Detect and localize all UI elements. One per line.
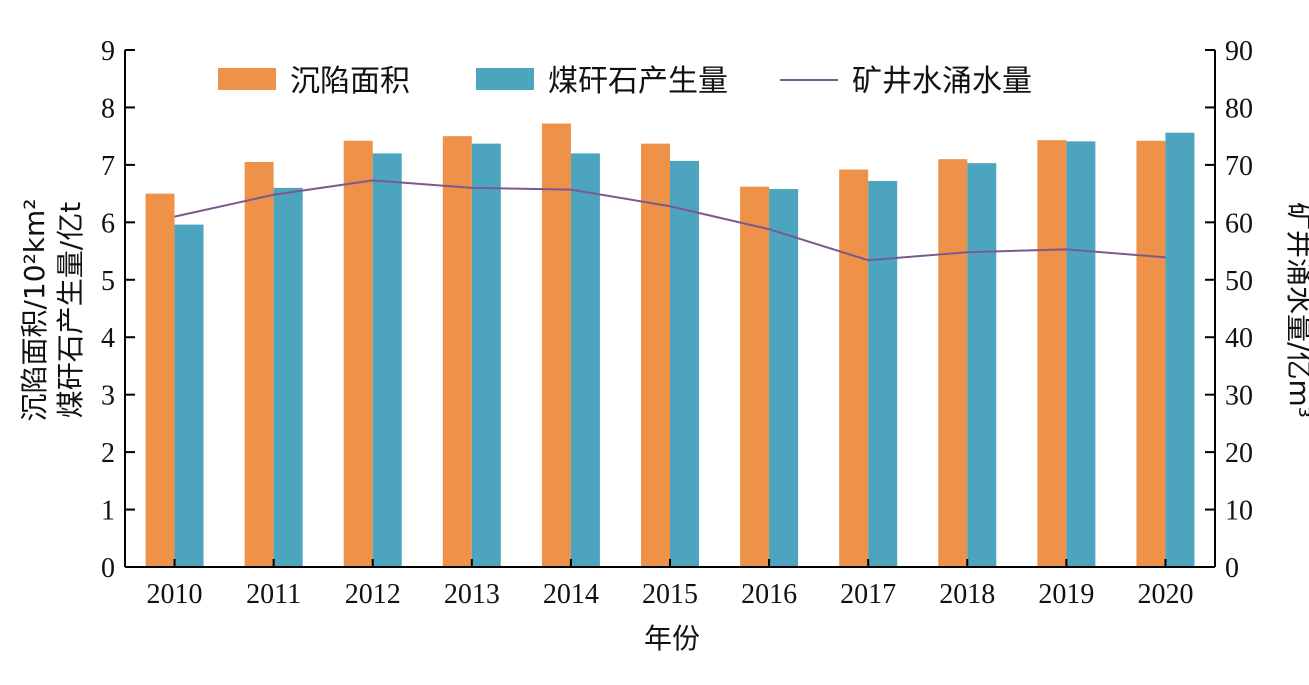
line-mine-water xyxy=(174,179,1166,262)
bars-layer xyxy=(145,123,1195,568)
legend-gangue-swatch xyxy=(476,68,534,90)
y-left-tick-label-1: 1 xyxy=(101,496,115,527)
bar-gangue-2017 xyxy=(868,180,898,567)
bar-subsidence-2019 xyxy=(1037,140,1067,567)
y-right-tick-label-60: 60 xyxy=(1225,208,1253,239)
bar-subsidence-2011 xyxy=(244,162,274,567)
bar-subsidence-2010 xyxy=(145,193,175,567)
bar-subsidence-2014 xyxy=(541,123,571,567)
x-tick-label-2013: 2013 xyxy=(444,579,500,610)
y-axis-left-title: 沉陷面积/10²km² 煤矸石产生量/亿t xyxy=(18,198,87,421)
bar-subsidence-2012 xyxy=(343,140,373,568)
legend-mine-water-label: 矿井水涌水量 xyxy=(852,64,1032,99)
y-left-tick-label-9: 9 xyxy=(101,36,115,67)
y-right-tick-label-50: 50 xyxy=(1225,266,1253,297)
y-right-tick-label-30: 30 xyxy=(1225,381,1253,412)
bar-gangue-2019 xyxy=(1066,141,1096,567)
x-tick-label-2010: 2010 xyxy=(147,579,203,610)
bar-gangue-2012 xyxy=(372,153,402,567)
legend-gangue-label: 煤矸石产生量 xyxy=(548,64,728,99)
y-right-tick-label-40: 40 xyxy=(1225,323,1253,354)
y-axis-left-title-line1: 沉陷面积/10²km² xyxy=(18,198,51,421)
x-tick-label-2020: 2020 xyxy=(1137,579,1193,610)
bar-gangue-2014 xyxy=(570,153,600,567)
x-tick-label-2019: 2019 xyxy=(1038,579,1094,610)
legend-subsidence-label: 沉陷面积 xyxy=(290,64,410,99)
y-left-tick-label-2: 2 xyxy=(101,438,115,469)
x-axis-title: 年份 xyxy=(644,622,700,655)
legend-subsidence-swatch xyxy=(218,68,276,90)
y-right-tick-label-90: 90 xyxy=(1225,36,1253,67)
bar-subsidence-2017 xyxy=(839,169,869,568)
bar-subsidence-2018 xyxy=(938,159,968,567)
x-tick-label-2015: 2015 xyxy=(642,579,698,610)
bar-gangue-2011 xyxy=(273,187,303,567)
legend: 沉陷面积 煤矸石产生量 矿井水涌水量 xyxy=(218,64,1032,99)
bar-gangue-2016 xyxy=(769,189,799,567)
bar-subsidence-2013 xyxy=(442,136,472,567)
y-left-tick-label-0: 0 xyxy=(101,553,115,584)
x-tick-label-2016: 2016 xyxy=(741,579,797,610)
x-tick-label-2017: 2017 xyxy=(840,579,896,610)
y-left-tick-label-4: 4 xyxy=(101,323,115,354)
y-right-tick-label-0: 0 xyxy=(1225,553,1239,584)
y-left-tick-label-3: 3 xyxy=(101,381,115,412)
y-axis-right-title: 矿井涌水量/亿m³ xyxy=(1283,202,1309,418)
y-left-tick-label-5: 5 xyxy=(101,266,115,297)
y-right-tick-label-10: 10 xyxy=(1225,496,1253,527)
bar-subsidence-2016 xyxy=(740,186,770,567)
bar-gangue-2013 xyxy=(471,143,501,567)
y-axis-left-title-line2: 煤矸石产生量/亿t xyxy=(54,202,87,418)
bar-subsidence-2015 xyxy=(641,143,670,567)
y-left-tick-label-8: 8 xyxy=(101,93,115,124)
y-right-tick-label-20: 20 xyxy=(1225,438,1253,469)
bar-gangue-2020 xyxy=(1165,132,1195,567)
y-right-tick-label-70: 70 xyxy=(1225,151,1253,182)
y-left-tick-label-7: 7 xyxy=(101,151,115,182)
bar-gangue-2015 xyxy=(670,160,699,567)
line-layer xyxy=(174,179,1166,262)
y-left-tick-label-6: 6 xyxy=(101,208,115,239)
y-right-tick-label-80: 80 xyxy=(1225,93,1253,124)
y-axis-right-title-text: 矿井涌水量/亿m³ xyxy=(1283,202,1309,418)
x-tick-label-2018: 2018 xyxy=(939,579,995,610)
bar-gangue-2010 xyxy=(174,224,204,567)
x-tick-label-2011: 2011 xyxy=(246,579,301,610)
bar-gangue-2018 xyxy=(967,163,997,567)
x-tick-label-2012: 2012 xyxy=(345,579,401,610)
bar-subsidence-2020 xyxy=(1136,140,1166,568)
x-tick-label-2014: 2014 xyxy=(543,579,599,610)
